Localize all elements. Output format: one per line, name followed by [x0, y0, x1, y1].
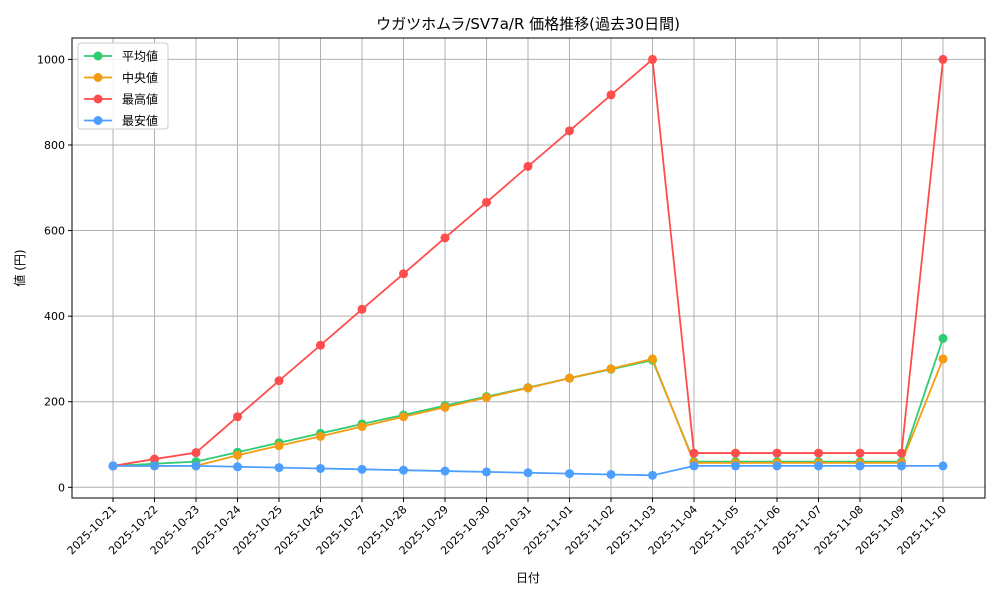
data-point — [440, 402, 450, 412]
data-point — [772, 448, 782, 458]
data-point — [482, 467, 491, 477]
data-point — [274, 463, 284, 473]
legend-marker — [93, 116, 103, 125]
legend-marker — [93, 94, 103, 104]
grid — [72, 38, 985, 498]
legend-box — [77, 42, 169, 130]
data-point — [357, 422, 367, 432]
data-point — [482, 392, 491, 402]
data-point — [606, 90, 616, 100]
chart-title: ウガツホムラ/SV7a/R 価格推移(過去30日間) — [376, 15, 680, 33]
y-tick-label: 400 — [44, 310, 65, 323]
data-point — [731, 461, 740, 471]
data-point — [648, 54, 657, 64]
data-point — [523, 383, 533, 393]
legend-label: 最高値 — [122, 92, 158, 107]
data-point — [731, 448, 740, 458]
data-point — [897, 461, 906, 471]
legend-marker — [93, 51, 103, 61]
series-group — [108, 54, 948, 480]
data-point — [150, 454, 159, 464]
data-point — [482, 197, 491, 207]
data-point — [399, 269, 408, 279]
data-point — [357, 304, 367, 314]
y-tick-label: 200 — [44, 396, 65, 409]
data-point — [191, 448, 201, 458]
data-point — [565, 126, 574, 136]
data-point — [606, 469, 616, 479]
data-point — [440, 233, 450, 243]
data-point — [814, 448, 823, 458]
axes: 2025-10-212025-10-222025-10-232025-10-24… — [37, 53, 949, 557]
data-point — [606, 364, 616, 374]
data-point — [440, 466, 450, 476]
data-point — [938, 333, 948, 343]
legend-label: 平均値 — [122, 49, 158, 64]
y-tick-label: 800 — [44, 139, 65, 152]
data-point — [316, 340, 325, 350]
data-point — [399, 465, 408, 475]
data-point — [150, 461, 159, 471]
data-point — [274, 441, 284, 451]
data-point — [108, 461, 118, 471]
data-point — [523, 468, 533, 478]
data-point — [689, 448, 699, 458]
data-point — [565, 469, 574, 479]
y-tick-label: 1000 — [37, 53, 65, 66]
data-point — [938, 461, 948, 471]
data-point — [565, 373, 574, 383]
data-point — [938, 54, 948, 64]
data-point — [855, 448, 865, 458]
data-point — [814, 461, 823, 471]
data-point — [399, 412, 408, 422]
data-point — [316, 463, 325, 473]
series-3 — [108, 461, 948, 480]
data-point — [689, 461, 699, 471]
data-point — [191, 461, 201, 471]
data-point — [938, 354, 948, 364]
data-point — [233, 412, 242, 422]
data-point — [648, 470, 657, 480]
data-point — [772, 461, 782, 471]
data-point — [523, 161, 533, 171]
data-point — [897, 448, 906, 458]
data-point — [648, 354, 657, 364]
data-point — [316, 431, 325, 441]
data-point — [233, 450, 242, 460]
legend-label: 中央値 — [122, 70, 158, 85]
y-tick-label: 600 — [44, 225, 65, 238]
legend-marker — [93, 73, 103, 82]
data-point — [357, 464, 367, 474]
data-point — [274, 376, 284, 386]
series-2 — [108, 54, 948, 471]
data-point — [855, 461, 865, 471]
y-axis-label: 値 (円) — [12, 249, 27, 286]
data-point — [233, 462, 242, 472]
x-axis-label: 日付 — [516, 571, 540, 585]
y-tick-label: 0 — [58, 481, 65, 494]
legend-label: 最安値 — [122, 113, 158, 128]
